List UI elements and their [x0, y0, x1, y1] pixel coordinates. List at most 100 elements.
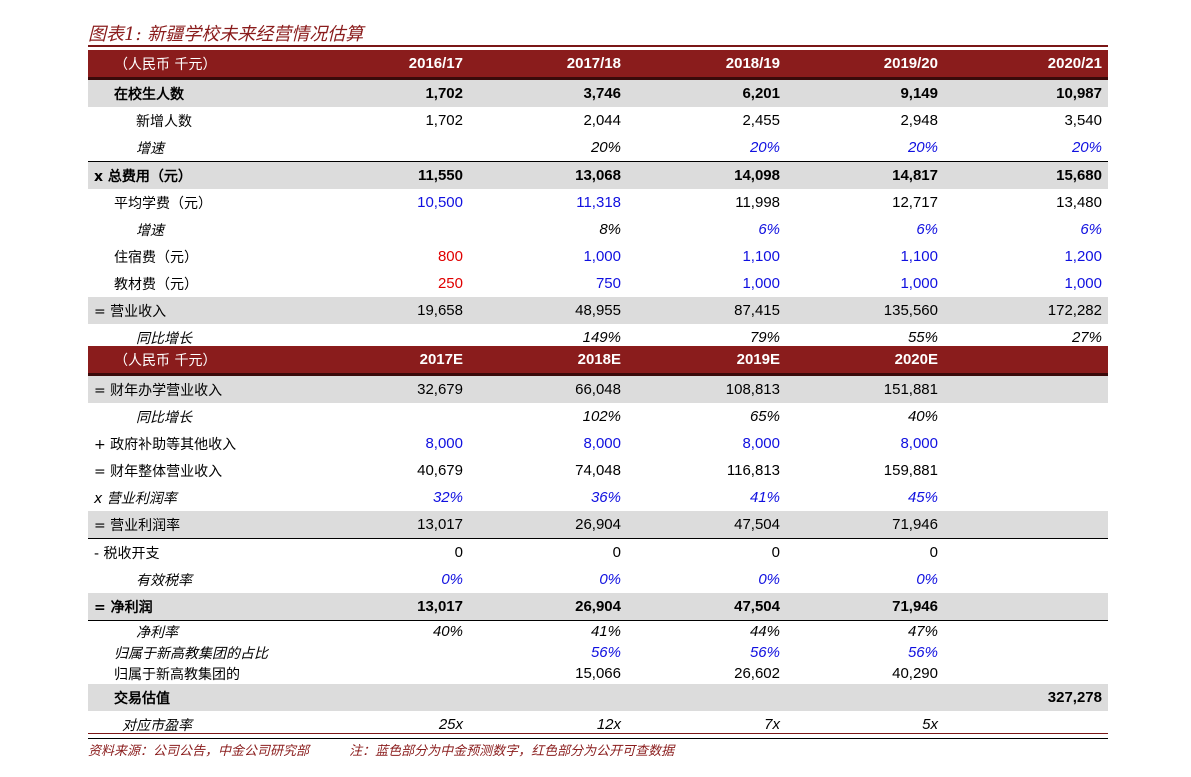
cell-value: 26,904 [469, 593, 627, 621]
cell-value: 8,000 [900, 435, 938, 452]
cell-value: 0 [771, 544, 780, 561]
cell-value [944, 642, 1108, 663]
row-label: = 营业收入 [88, 297, 306, 324]
cell-value: 41% [749, 489, 780, 506]
cell-value: 11,318 [576, 194, 621, 211]
table-row: + 政府补助等其他收入 8,000 8,000 8,000 8,000 [88, 430, 1108, 457]
cell-value: 45% [907, 489, 938, 506]
cell-value: 172,282 [944, 297, 1108, 324]
revenue-table: （人民币 千元） 2016/17 2017/18 2018/19 2019/20 2020… [88, 50, 1108, 352]
cell-value [306, 684, 469, 711]
table-row: 教材费（元） 250 750 1,000 1,000 1,000 [88, 270, 1108, 297]
table-row: 有效税率 0% 0% 0% 0% [88, 566, 1108, 593]
table-row: 交易估值 327,278 [88, 684, 1108, 711]
cell-value: 0% [758, 571, 780, 588]
row-label: x 总费用（元） [88, 161, 306, 189]
cell-value: 0 [929, 544, 938, 561]
cell-value: 3,540 [1064, 112, 1102, 129]
header-unit: （人民币 千元） [88, 50, 306, 80]
cell-value [306, 134, 469, 162]
cell-value: 0% [441, 571, 463, 588]
cell-value: 71,946 [786, 593, 944, 621]
table-row: 净利率 40% 41% 44% 47% [88, 621, 1108, 643]
cell-value: 13,480 [1056, 194, 1102, 211]
cell-value: 40% [432, 623, 463, 640]
cell-value: 6% [1080, 221, 1102, 238]
row-label: 新增人数 [136, 113, 192, 130]
header-period: 2020E [786, 346, 944, 376]
cell-value: 8,000 [425, 435, 463, 452]
cell-value: 1,000 [583, 248, 621, 265]
cell-value: 3,746 [469, 78, 627, 107]
cell-value: 9,149 [786, 78, 944, 107]
footer-note: 注：蓝色部分为中金预测数字，红色部分为公开可查数据 [349, 744, 675, 759]
row-label: - 税收开支 [94, 545, 160, 562]
cell-value: 15,066 [575, 665, 621, 682]
row-label: + 政府补助等其他收入 [94, 436, 237, 453]
row-label: x 营业利润率 [94, 490, 177, 507]
cell-value [944, 457, 1108, 484]
cell-value [306, 642, 469, 663]
cell-value: 11,998 [735, 194, 780, 211]
cell-value: 13,068 [469, 161, 627, 189]
cell-value: 5x [786, 711, 944, 739]
cell-value: 1,702 [425, 112, 463, 129]
cell-value: 116,813 [726, 462, 780, 479]
cell-value [944, 711, 1108, 739]
footer: 资料来源：公司公告，中金公司研究部 注：蓝色部分为中金预测数字，红色部分为公开可… [88, 740, 710, 759]
table-row: 新增人数 1,702 2,044 2,455 2,948 3,540 [88, 107, 1108, 134]
cell-value: 40% [907, 408, 938, 425]
header-period: 2019/20 [786, 50, 944, 80]
cell-value: 56% [590, 644, 621, 661]
cell-value: 8,000 [583, 435, 621, 452]
cell-value: 12,717 [892, 194, 938, 211]
row-label: 住宿费（元） [114, 249, 198, 266]
row-label: 归属于新高教集团的占比 [114, 645, 268, 662]
row-label: 增速 [88, 134, 306, 162]
cell-value: 13,017 [306, 593, 469, 621]
profit-table: （人民币 千元） 2017E 2018E 2019E 2020E = 财年办学营业收入 32… [88, 346, 1108, 739]
cell-value: 250 [437, 275, 463, 292]
header-period: 2017E [306, 346, 469, 376]
cell-value [627, 684, 786, 711]
cell-value [944, 403, 1108, 430]
cell-value: 26,602 [734, 665, 780, 682]
cell-value [944, 539, 1108, 567]
table-row: = 净利润 13,017 26,904 47,504 71,946 [88, 593, 1108, 621]
table-row: = 营业收入 19,658 48,955 87,415 135,560 172,282 [88, 297, 1108, 324]
cell-value: 1,000 [900, 275, 938, 292]
cell-value: 1,000 [742, 275, 780, 292]
cell-value: 47,504 [627, 593, 786, 621]
cell-value [944, 593, 1108, 621]
cell-value: 0% [916, 571, 938, 588]
table-row: 归属于新高教集团的占比 56% 56% 56% [88, 642, 1108, 663]
cell-value: 135,560 [786, 297, 944, 324]
cell-value: 40,679 [417, 462, 463, 479]
row-label: 净利率 [136, 624, 178, 641]
cell-value: 151,881 [786, 374, 944, 403]
row-label: 有效税率 [136, 572, 192, 589]
cell-value: 1,702 [306, 78, 469, 107]
row-label: 在校生人数 [88, 78, 306, 107]
row-label: 教材费（元） [114, 276, 198, 293]
cell-value: 12x [469, 711, 627, 739]
cell-value: 87,415 [627, 297, 786, 324]
cell-value [944, 663, 1108, 684]
header-period: 2016/17 [306, 50, 469, 80]
cell-value: 10,987 [944, 78, 1108, 107]
cell-value: 0 [612, 544, 621, 561]
cell-value: 7x [627, 711, 786, 739]
cell-value [469, 684, 627, 711]
table-row: 住宿费（元） 800 1,000 1,100 1,100 1,200 [88, 243, 1108, 270]
cell-value [306, 663, 469, 684]
cell-value: 20% [627, 134, 786, 162]
cell-value [944, 374, 1108, 403]
cell-value: 750 [595, 275, 621, 292]
footer-rule [88, 733, 1108, 734]
cell-value: 25x [306, 711, 469, 739]
row-label: 归属于新高教集团的 [114, 666, 240, 683]
row-label: = 净利润 [88, 593, 306, 621]
header-period: 2018E [469, 346, 627, 376]
row-label: = 财年整体营业收入 [94, 463, 223, 480]
cell-value: 40,290 [892, 665, 938, 682]
